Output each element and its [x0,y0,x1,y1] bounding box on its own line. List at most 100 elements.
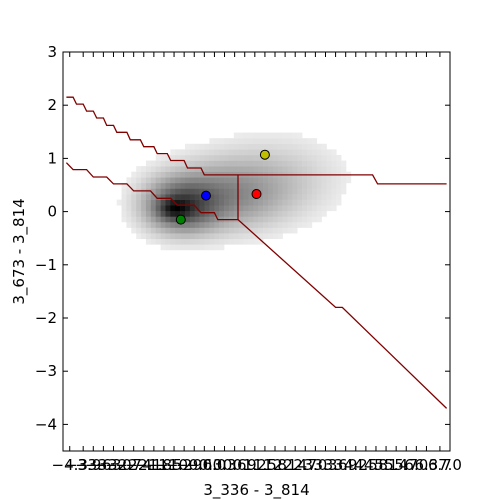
heatmap-cell [170,194,176,200]
heatmap-cell [189,143,196,150]
heatmap-cell [219,221,225,228]
heatmap-cell [214,149,220,156]
heatmap-cell [277,199,283,206]
heatmap-cell [272,188,278,195]
x-tick-label: 6.7 [428,456,452,474]
heatmap-cell [199,205,205,212]
x-tick-label: 5.4 [384,456,408,474]
heatmap-cell [175,188,181,195]
heatmap-cell [282,143,288,150]
heatmap-cell [263,166,269,172]
heatmap-cell [282,138,288,145]
heatmap-cell [199,227,205,234]
heatmap-cell [302,160,308,167]
heatmap-cell [170,238,176,245]
heatmap-cell [267,138,274,145]
heatmap-cell [214,216,220,223]
heatmap-cell [341,160,347,167]
heatmap-cell [131,182,137,189]
heatmap-cell [180,233,186,240]
heatmap-cell [272,132,278,139]
heatmap-cell [189,154,196,161]
heatmap-cell [175,160,181,167]
x-axis-ticks: −4.3−3.9−3.6−3.3−3.0−2.7−2.4−2.1−1.8−1.5… [52,52,462,474]
heatmap-cell [219,238,225,245]
heatmap-cell [189,238,196,245]
heatmap-cell [214,138,220,145]
heatmap-cell [209,177,215,184]
heatmap-cell [306,166,313,172]
heatmap-cell [263,210,269,217]
heatmap-cell [194,238,200,245]
heatmap-cell [243,238,249,245]
heatmap-cell [253,177,259,184]
heatmap-cell [341,177,347,184]
heatmap-cell [233,143,239,150]
heatmap-cell [282,132,288,139]
heatmap-cell [287,216,293,223]
heatmap-cell [145,171,152,178]
heatmap-cell [336,166,342,172]
decision-boundaries [65,96,448,409]
heatmap-cell [297,177,303,184]
heatmap-cell [336,182,342,189]
x-tick-label: −0.9 [166,456,202,474]
heatmap-cell [175,221,181,228]
heatmap-cell [184,216,191,223]
heatmap-cell [141,216,147,223]
y-tick-label: −4 [35,415,57,433]
heatmap-cell [131,227,137,234]
heatmap-cell [272,227,278,234]
heatmap-cell [170,244,176,251]
heatmap-cell [160,166,166,172]
heatmap-cell [311,210,318,217]
x-tick-label: 4.2 [344,456,368,474]
heatmap-cell [126,216,132,223]
heatmap-cell [145,166,152,172]
heatmap-cell [258,221,264,228]
heatmap-cell [224,160,230,167]
heatmap-cell [160,233,166,240]
heatmap-cell [180,227,186,234]
heatmap-cell [224,210,230,217]
heatmap-cell [272,138,278,145]
heatmap-cell [209,160,215,167]
heatmap-cell [331,149,337,156]
x-tick-label: −2.4 [115,456,151,474]
heatmap-cell [292,177,298,184]
heatmap-cell [287,177,293,184]
heatmap-cell [160,177,166,184]
heatmap-cell [165,188,171,195]
heatmap-cell [160,182,166,189]
heatmap-cell [302,154,308,161]
heatmap-cell [258,166,264,172]
heatmap-cell [321,154,327,161]
heatmap-cell [121,194,127,200]
heatmap-cell [253,132,259,139]
heatmap-cell [155,227,161,234]
heatmap-cell [287,138,293,145]
heatmap-cell [272,182,278,189]
heatmap-cell [326,199,332,206]
heatmap-cell [306,210,313,217]
heatmap-cell [150,160,157,167]
heatmap-cell [248,199,254,206]
heatmap-cell [204,238,210,245]
class-point-3 [251,189,262,199]
heatmap-cell [209,166,215,172]
heatmap-cell [243,132,249,139]
heatmap-cell [189,166,196,172]
heatmap-cell [214,154,220,161]
y-tick-label: 1 [47,149,57,167]
heatmap-cell [150,238,157,245]
heatmap-cell [228,166,235,172]
heatmap-cell [141,227,147,234]
heatmap-cell [209,138,215,145]
x-tick-label: 2.7 [293,456,317,474]
heatmap-cell [145,194,152,200]
heatmap-cell [297,154,303,161]
heatmap-cell [258,238,264,245]
heatmap-cell [282,194,288,200]
heatmap-cell [292,216,298,223]
heatmap-cell [209,238,215,245]
